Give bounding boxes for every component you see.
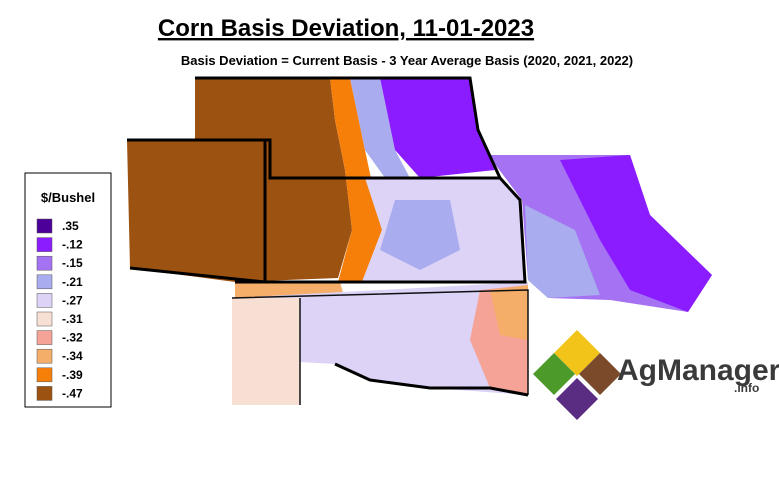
legend-swatch [36,274,53,290]
region-ok [232,282,528,405]
legend-swatch [36,255,53,271]
region-west [127,78,352,282]
legend-label: .35 [62,219,79,233]
region-mo-east [560,155,712,312]
map-subtitle: Basis Deviation = Current Basis - 3 Year… [181,53,633,68]
logo-name: AgManager [617,354,779,387]
legend-swatch [36,218,53,234]
region-ne-central [350,78,410,178]
legend-swatch [36,386,53,401]
border-ks [235,176,527,284]
region-ks-center [380,200,460,270]
legend-label: -.31 [62,312,83,326]
legend-label: -.39 [62,368,83,382]
legend-swatch [36,293,53,308]
border-ok [231,289,529,395]
legend-swatch [36,311,53,327]
legend: .35 -.12 -.15 -.21 -.27 -.31 -.32 -.34 -.39 -.47 [36,218,83,401]
legend-label: -.32 [62,331,83,345]
border-co [127,138,267,284]
legend-label: -.21 [62,275,83,289]
legend-swatch [36,237,53,252]
logo-tile [556,378,598,420]
legend-label: -.12 [62,238,83,252]
region-ok-ne [490,285,528,340]
region-mo-west [525,205,600,298]
region-transition [330,78,382,282]
legend-label: -.15 [62,256,83,270]
legend-swatch [36,330,53,345]
legend-label: -.27 [62,293,83,307]
legend-label: -.47 [62,386,83,400]
region-ne-east [380,78,495,178]
legend-swatch [36,367,53,383]
legend-label: -.34 [62,349,83,363]
logo: AgManager .info [533,330,779,420]
logo-tile [579,353,621,395]
region-tx-panhandle [232,298,300,405]
map [127,76,712,405]
map-title: Corn Basis Deviation, 11-01-2023 [158,15,534,42]
logo-suffix: .info [734,381,759,395]
legend-swatch [36,348,53,364]
legend-title: $/Bushel [41,190,95,205]
logo-tile [533,353,575,395]
border-red-river [334,362,529,397]
